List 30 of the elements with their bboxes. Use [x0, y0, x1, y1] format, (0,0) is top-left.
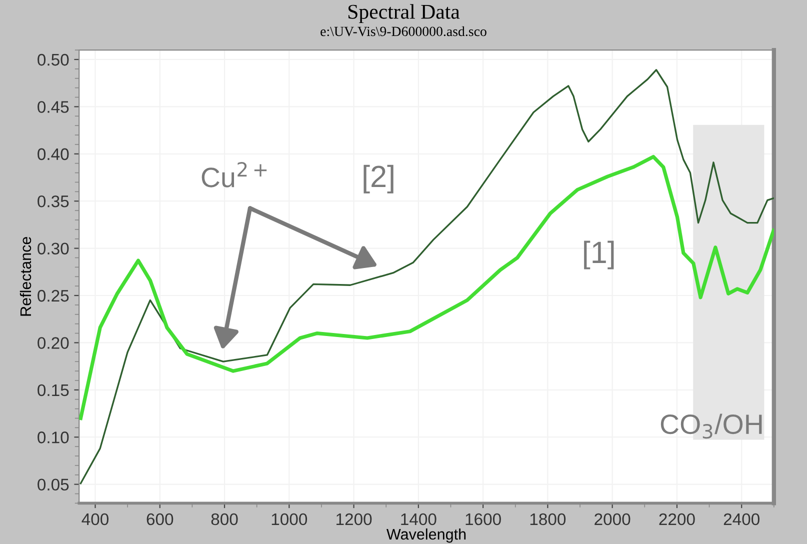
y-tick-label: 0.40	[38, 148, 69, 160]
y-axis-title: Reflectance	[20, 236, 32, 316]
annotation: Cu$^{2+}$	[202, 162, 267, 188]
y-tick-label: 0.20	[38, 337, 69, 349]
y-tick-label: 0.45	[38, 101, 69, 113]
chart-title: Spectral Data	[348, 4, 460, 24]
line-series	[80, 69, 774, 484]
series-label: [1]	[584, 240, 614, 270]
x-tick-label: 2000	[594, 513, 630, 526]
x-tick-label: 1800	[530, 513, 566, 526]
y-tick-label: 0.10	[38, 432, 69, 444]
x-tick-label: 600	[146, 513, 174, 526]
x-tick-label: 2200	[659, 513, 695, 526]
x-tick-label: 1400	[401, 513, 436, 526]
y-tick-label: 0.30	[38, 242, 69, 255]
x-tick-label: 1000	[272, 513, 308, 526]
text: [2]	[364, 164, 394, 194]
y-tick-label: 0.25	[38, 290, 69, 302]
y-tick-label: 0.50	[38, 54, 69, 66]
x-tick-label: 400	[82, 513, 108, 526]
x-tick-label: 800	[211, 513, 238, 526]
y-tick-label: 0.05	[38, 478, 69, 491]
band-label: CO$_{3}$/OH	[660, 414, 762, 439]
x-tick-label: 1200	[336, 513, 372, 526]
y-tick-label: 0.15	[38, 384, 69, 396]
x-axis-title: Wavelength	[386, 528, 466, 543]
chart-subtitle: e:\UV-Vis\9-D600000.asd.sco	[320, 26, 486, 36]
x-tick-label: 1600	[466, 513, 501, 526]
y-tick-label: 0.35	[38, 196, 69, 208]
x-tick-label: 2400	[724, 513, 760, 526]
